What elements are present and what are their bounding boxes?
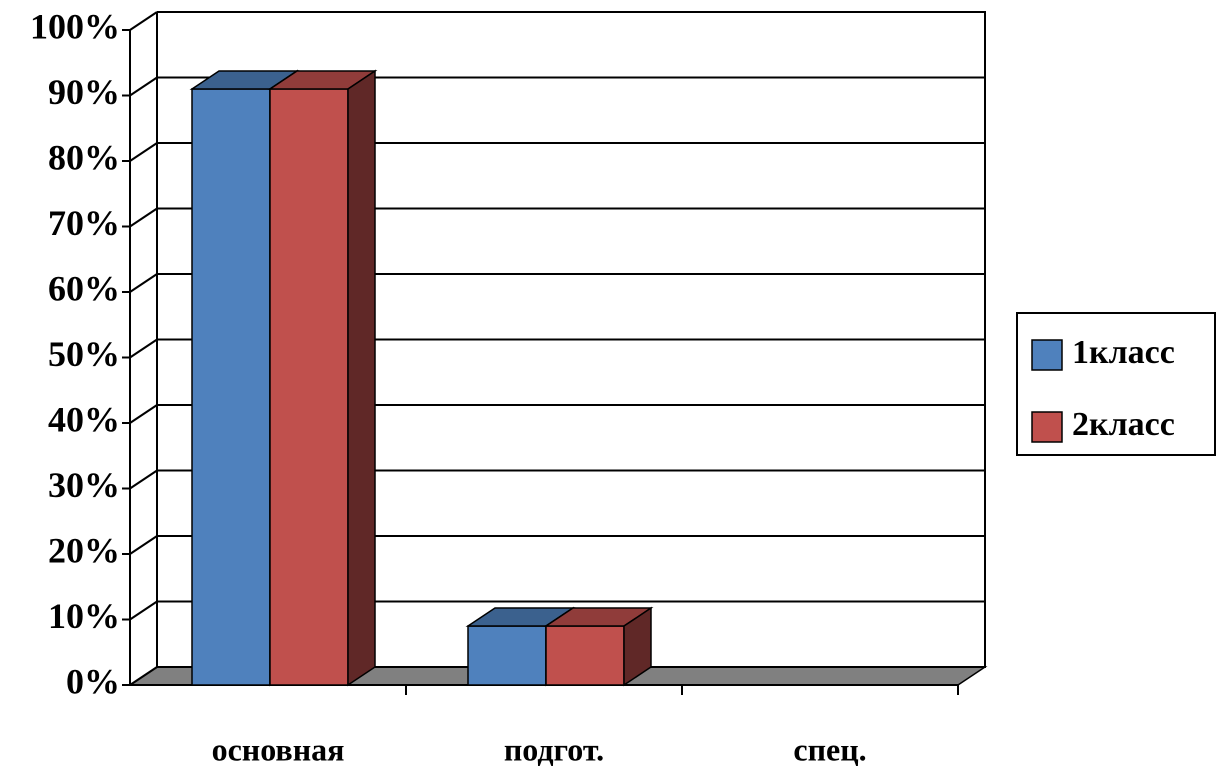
x-tick-label: спец.: [793, 731, 866, 767]
side-grid-line: [129, 273, 158, 293]
y-tick-label: 30%: [48, 465, 120, 505]
legend-swatch: [1031, 411, 1063, 443]
bar-front: [467, 625, 547, 686]
bar-front: [545, 625, 625, 686]
side-grid-line: [129, 207, 158, 228]
y-tick-label: 10%: [48, 596, 120, 636]
side-grid-line: [129, 404, 158, 424]
y-tick-label: 80%: [48, 137, 120, 177]
y-tick-label: 100%: [30, 6, 120, 46]
legend-label: 2класс: [1072, 406, 1175, 443]
legend-label: 1класс: [1072, 334, 1175, 371]
side-grid-line: [129, 600, 158, 621]
side-grid-line: [129, 76, 158, 97]
y-tick-label: 20%: [48, 530, 120, 570]
y-tick-label: 90%: [48, 72, 120, 112]
bar-front: [191, 88, 271, 686]
bar-side: [347, 69, 376, 687]
y-tick-label: 0%: [66, 661, 120, 701]
y-tick-label: 60%: [48, 268, 120, 308]
x-tick-label: подгот.: [504, 731, 604, 767]
side-grid-line: [129, 469, 158, 490]
side-grid-line: [129, 666, 158, 686]
y-tick-label: 70%: [48, 203, 120, 243]
side-grid-line: [129, 338, 158, 359]
side-grid-line: [129, 535, 158, 555]
x-tick-label: основная: [212, 731, 345, 767]
bar-front: [269, 88, 349, 686]
y-tick-label: 40%: [48, 399, 120, 439]
legend-swatch: [1031, 339, 1063, 371]
bar-side: [623, 606, 652, 687]
y-tick-label: 50%: [48, 334, 120, 374]
side-grid-line: [129, 11, 158, 31]
side-grid-line: [129, 142, 158, 162]
